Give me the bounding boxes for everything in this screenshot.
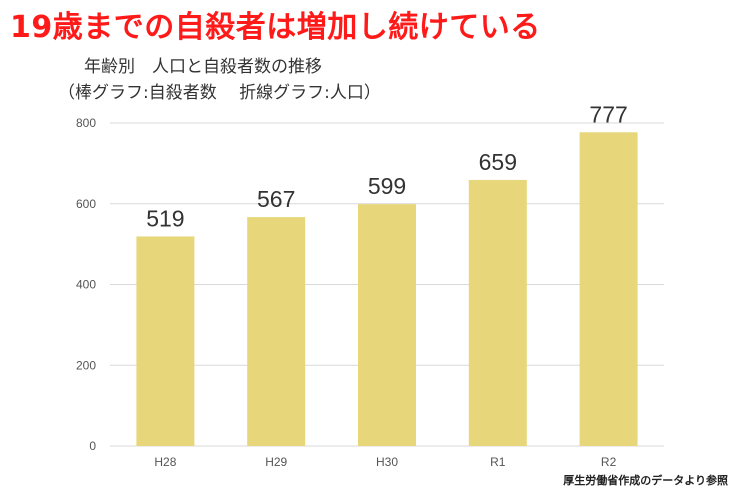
- y-tick-label: 0: [89, 439, 96, 453]
- bar: [136, 236, 195, 446]
- x-axis-ticks: H28 H29 H30 R1 R2: [154, 455, 616, 469]
- data-label: 659: [479, 149, 517, 175]
- x-tick-label: H28: [154, 455, 176, 469]
- data-labels: 519 567 599 659 777: [146, 101, 628, 231]
- source-note: 厚生労働省作成のデータより参照: [563, 474, 728, 487]
- y-tick-label: 400: [76, 278, 96, 292]
- data-label: 599: [368, 173, 406, 199]
- y-tick-label: 800: [76, 116, 96, 130]
- x-tick-label: R1: [490, 455, 506, 469]
- bar: [468, 179, 527, 446]
- y-tick-label: 600: [76, 197, 96, 211]
- bars: [136, 132, 638, 446]
- y-tick-label: 200: [76, 358, 96, 372]
- chart-legend-note: （棒グラフ:自殺者数 折線グラフ:人口）: [58, 83, 381, 103]
- data-label: 777: [589, 101, 627, 127]
- x-tick-label: H30: [376, 455, 398, 469]
- data-label: 519: [146, 205, 184, 231]
- chart-subtitle: 年齢別 人口と自殺者数の推移: [84, 57, 322, 77]
- y-axis-ticks: 0 200 400 600 800: [76, 116, 96, 453]
- bar: [579, 132, 638, 446]
- x-tick-label: H29: [265, 455, 287, 469]
- bar: [358, 204, 416, 446]
- bar: [247, 217, 306, 446]
- x-tick-label: R2: [601, 455, 617, 469]
- data-label: 567: [257, 186, 295, 212]
- headline: 19歳までの自殺者は増加し続けている: [10, 10, 541, 45]
